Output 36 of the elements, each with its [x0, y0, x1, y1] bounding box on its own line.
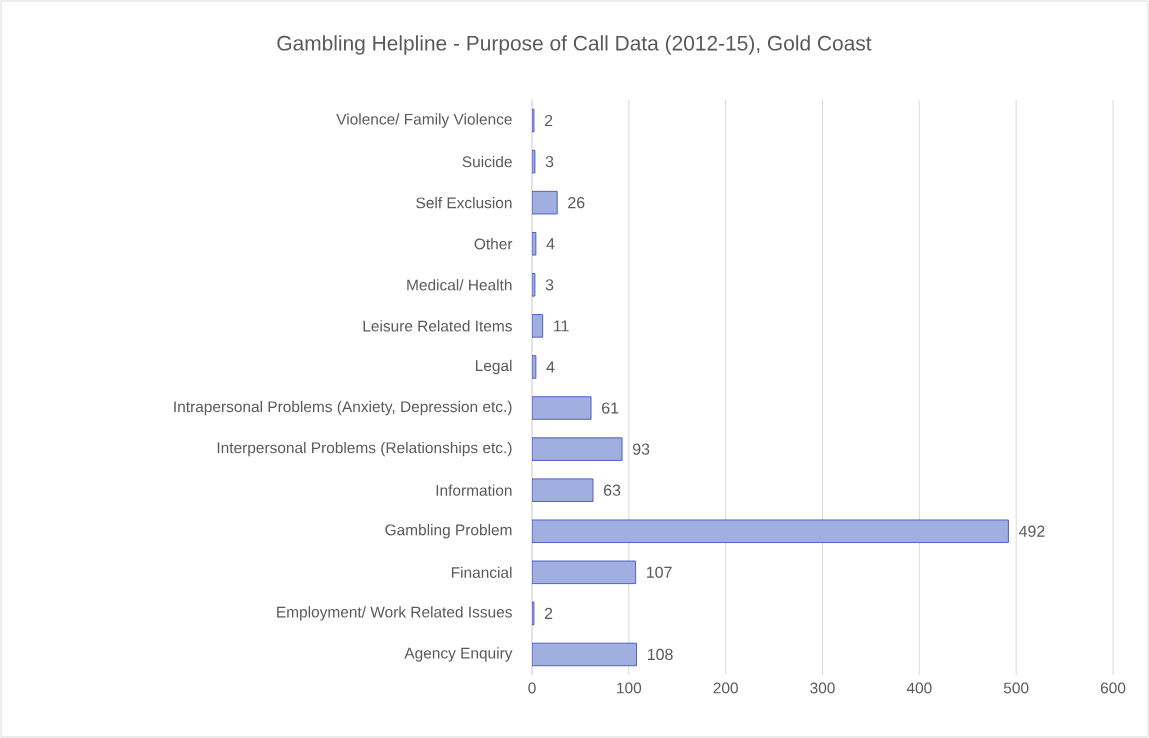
y-tick-label: Interpersonal Problems (Relationships etc.) [217, 441, 512, 457]
x-tick-label: 0 [528, 682, 536, 694]
y-tick-label: Employment/ Work Related Issues [277, 606, 512, 621]
chart-title: Gambling Helpline - Purpose of Call Data (2012-15), Gold Coast [277, 35, 872, 55]
data-label: 4 [546, 361, 555, 373]
x-tick-label: 100 [617, 682, 642, 694]
x-tick-label: 300 [810, 682, 835, 694]
data-label: 3 [545, 279, 554, 291]
data-label: 93 [633, 443, 650, 455]
data-label: 61 [602, 402, 619, 414]
data-label: 108 [648, 648, 673, 661]
y-tick-label: Self Exclusion [416, 197, 512, 209]
data-label: 11 [554, 320, 569, 332]
y-tick-label: Violence/ Family Violence [336, 113, 512, 128]
y-tick-label: Financial [451, 566, 512, 578]
x-tick-label: 200 [713, 682, 738, 694]
x-tick-label: 400 [906, 682, 932, 694]
data-label: 26 [568, 197, 585, 209]
y-tick-label: Legal [475, 359, 512, 375]
data-label: 63 [604, 484, 621, 496]
y-tick-label: Information [436, 484, 512, 496]
y-tick-label: Suicide [462, 155, 512, 168]
y-tick-label: Gambling Problem [385, 524, 512, 539]
y-tick-label: Medical/ Health [407, 279, 512, 291]
data-label: 492 [1018, 525, 1045, 537]
y-tick-label: Leisure Related Items [363, 320, 512, 332]
x-tick-label: 600 [1100, 682, 1126, 694]
y-tick-label: Intrapersonal Problems (Anxiety, Depression etc.) [174, 400, 512, 416]
data-label: 2 [544, 114, 553, 127]
data-label: 4 [546, 238, 555, 250]
data-label: 107 [647, 566, 672, 578]
data-label: 3 [545, 155, 554, 168]
data-label: 2 [544, 607, 553, 619]
x-tick-label: 500 [1003, 682, 1029, 694]
y-tick-label: Agency Enquiry [404, 647, 513, 662]
y-tick-label: Other [474, 238, 513, 250]
